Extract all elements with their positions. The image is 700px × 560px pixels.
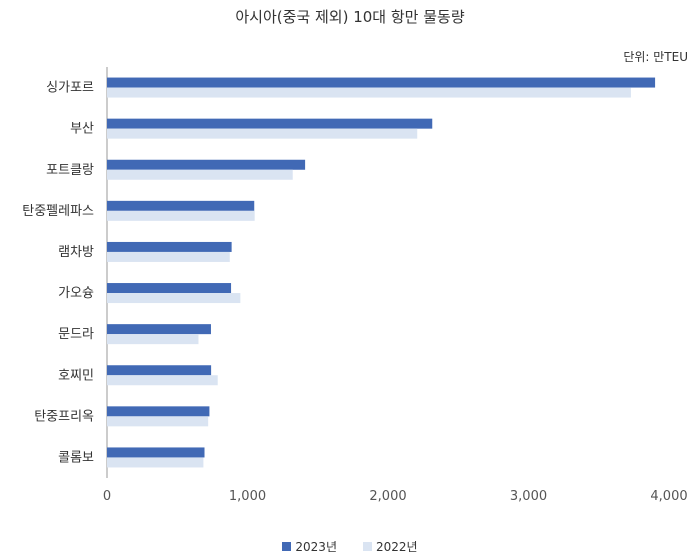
chart-title: 아시아(중국 제외) 10대 항만 물동량 [235, 8, 465, 26]
category-label-9: 콜롬보 [58, 450, 94, 465]
category-label-3: 탄중펠레파스 [22, 204, 94, 219]
bar-2023-6 [107, 324, 211, 335]
bar-2022-4 [107, 251, 230, 262]
legend-label-2022: 2022년 [376, 540, 418, 554]
x-tick-label-3: 3,000 [510, 489, 547, 504]
bar-2022-0 [107, 87, 631, 98]
legend-swatch-2022 [363, 542, 372, 551]
bar-2023-9 [107, 447, 205, 458]
bar-2023-0 [107, 77, 656, 88]
bar-2023-4 [107, 241, 232, 252]
legend: 2023년 2022년 [0, 538, 700, 555]
bar-2022-9 [107, 457, 204, 468]
bar-2022-1 [107, 128, 418, 139]
bar-2022-8 [107, 416, 209, 427]
legend-item-2023: 2023년 [282, 538, 337, 555]
bar-2022-3 [107, 210, 255, 221]
category-label-5: 가오슝 [58, 286, 94, 301]
legend-label-2023: 2023년 [295, 540, 337, 554]
category-label-6: 문드라 [58, 327, 94, 342]
bar-2023-5 [107, 283, 232, 294]
bar-2022-7 [107, 375, 218, 386]
category-label-7: 호찌민 [58, 368, 94, 383]
bar-2023-8 [107, 406, 210, 417]
legend-item-2022: 2022년 [363, 538, 418, 555]
x-tick-label-0: 0 [103, 489, 111, 504]
bar-2023-3 [107, 200, 255, 211]
bar-2022-6 [107, 334, 199, 345]
x-tick-label-2: 2,000 [369, 489, 406, 504]
category-label-2: 포트클랑 [46, 163, 94, 178]
bar-2022-2 [107, 169, 293, 180]
unit-label: 단위: 만TEU [623, 50, 688, 64]
legend-swatch-2023 [282, 542, 292, 551]
category-label-8: 탄중프리옥 [34, 409, 94, 424]
bar-2023-1 [107, 118, 433, 129]
bar-2023-2 [107, 159, 306, 170]
category-label-0: 싱가포르 [46, 81, 94, 96]
category-label-1: 부산 [70, 122, 94, 137]
x-tick-label-4: 4,000 [650, 489, 687, 504]
x-tick-label-1: 1,000 [229, 489, 266, 504]
category-label-4: 램차방 [58, 245, 94, 260]
bar-2023-7 [107, 365, 212, 376]
bar-2022-5 [107, 293, 241, 304]
